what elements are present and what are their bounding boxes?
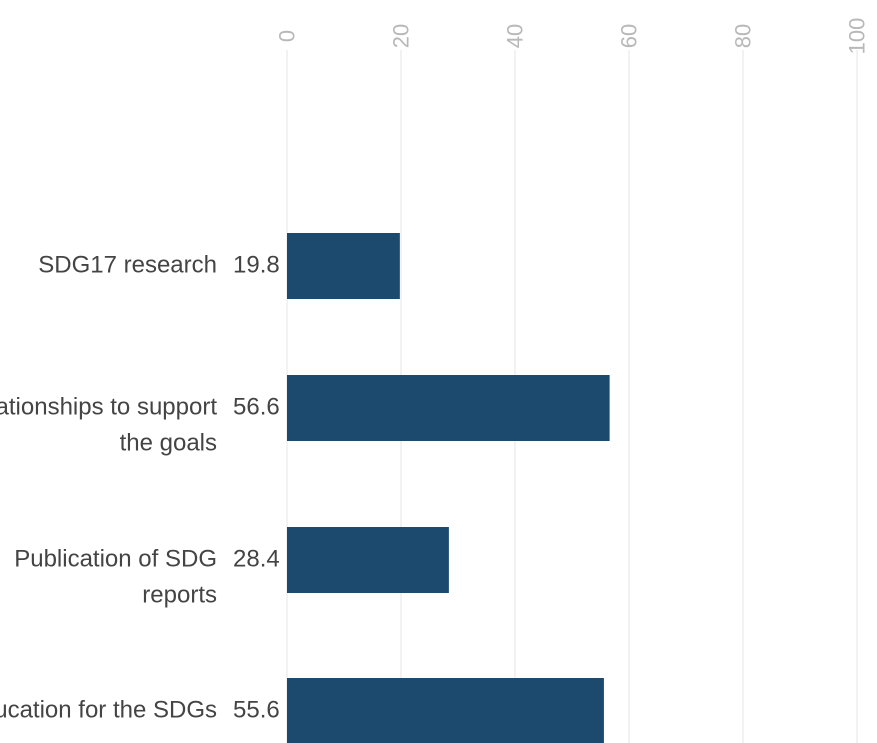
x-tick-label: 80 bbox=[731, 24, 756, 48]
bar bbox=[287, 375, 610, 441]
value-labels: 19.8 56.6 28.4 55.6 bbox=[233, 251, 280, 723]
bar bbox=[287, 527, 449, 593]
bar bbox=[287, 233, 400, 299]
category-label: Relationships to support bbox=[0, 393, 217, 420]
x-tick-label: 0 bbox=[275, 30, 300, 42]
x-tick-label: 40 bbox=[503, 24, 528, 48]
x-tick-label: 60 bbox=[617, 24, 642, 48]
x-tick-label: 100 bbox=[845, 18, 870, 55]
bar bbox=[287, 678, 604, 743]
category-label: the goals bbox=[120, 429, 217, 456]
bar-value-label: 55.6 bbox=[233, 696, 280, 723]
category-label: Education for the SDGs bbox=[0, 696, 217, 723]
category-labels: SDG17 research Relationships to support th… bbox=[0, 251, 217, 723]
bar-value-label: 56.6 bbox=[233, 393, 280, 420]
bar-value-label: 19.8 bbox=[233, 251, 280, 278]
bars bbox=[287, 233, 610, 743]
category-label: SDG17 research bbox=[38, 251, 217, 278]
x-tick-label: 20 bbox=[389, 24, 414, 48]
category-label: reports bbox=[142, 581, 217, 608]
category-label: Publication of SDG bbox=[14, 545, 217, 572]
bar-value-label: 28.4 bbox=[233, 545, 280, 572]
x-axis-ticks: 0 20 40 60 80 100 bbox=[275, 18, 870, 55]
